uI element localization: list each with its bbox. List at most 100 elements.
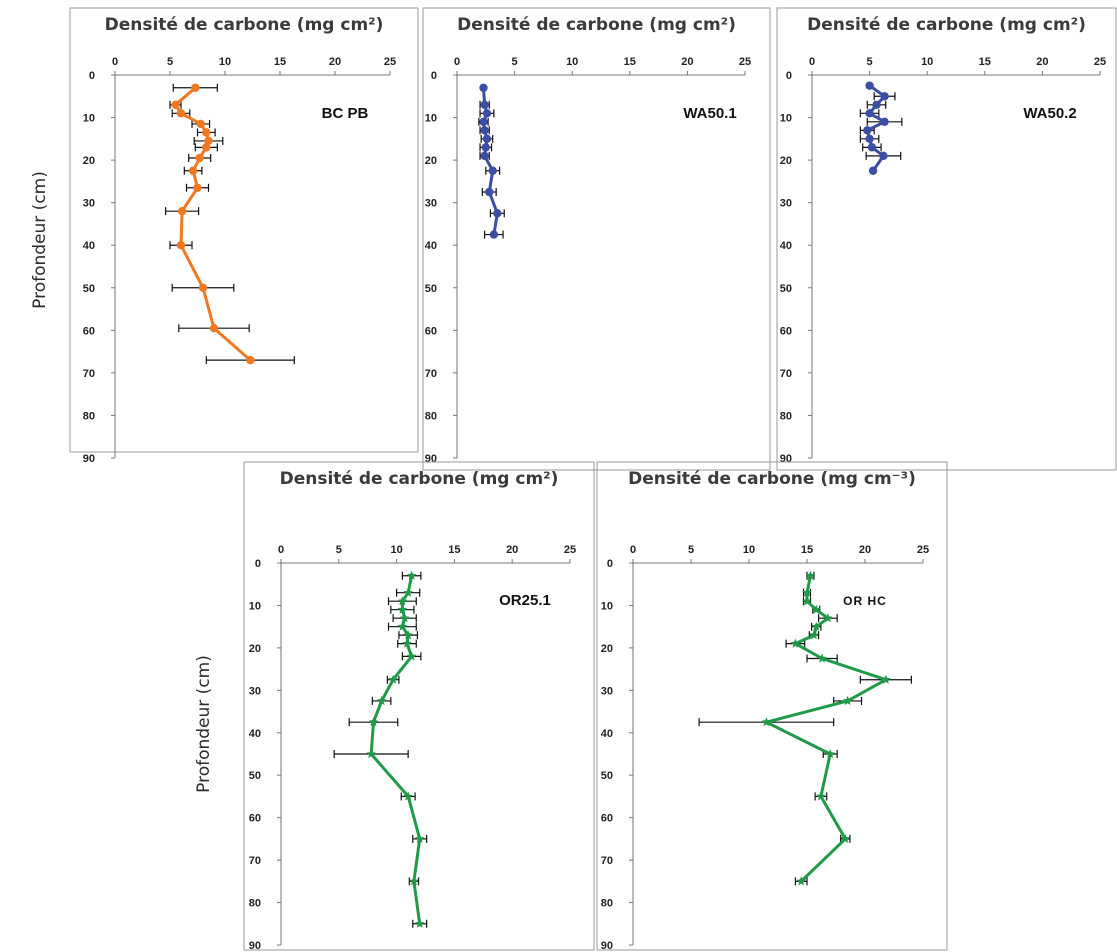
data-point-star (403, 587, 413, 597)
data-point (204, 136, 213, 146)
y-tick-label: 0 (431, 70, 437, 82)
data-point (480, 126, 489, 135)
y-tick-label: 80 (425, 410, 437, 422)
data-point (872, 100, 881, 109)
data-point (480, 100, 489, 109)
x-tick-label: 10 (566, 56, 578, 68)
series-line (369, 575, 422, 925)
data-point-star (790, 638, 801, 648)
y-tick-label: 30 (425, 198, 437, 210)
y-tick-label: 40 (601, 728, 613, 740)
y-axis-label-top: Profondeur (cm) (30, 171, 50, 309)
data-point-star (825, 749, 835, 758)
data-point (488, 166, 497, 175)
data-point-star (881, 674, 891, 684)
x-tick-label: 10 (390, 544, 402, 556)
chart-panel-4: Densité de carbone (mg cm²) 0 5 10 15 20 25 0 10… (243, 461, 595, 952)
data-point (479, 117, 488, 127)
y-tick-label: 40 (249, 728, 261, 740)
y-tick-label: 60 (425, 325, 437, 337)
data-point-star (409, 876, 419, 886)
y-tick-label: 40 (425, 240, 437, 252)
data-point (485, 187, 494, 197)
data-point-star (817, 653, 827, 663)
data-point-star (368, 717, 379, 727)
data-point-star (802, 587, 812, 597)
y-tick-label: 70 (249, 855, 261, 867)
y-tick-label: 0 (89, 70, 95, 82)
data-point-star (842, 695, 853, 705)
data-point (481, 143, 490, 152)
data-point-star (796, 876, 806, 886)
x-tick-label: 25 (384, 56, 396, 68)
data-point-star (397, 604, 408, 614)
y-tick-label: 80 (601, 898, 613, 910)
data-point (202, 143, 211, 152)
data-point (195, 153, 204, 163)
data-point-star (366, 749, 376, 758)
panel-title: Densité de carbone (mg cm²) (807, 15, 1086, 35)
panel-title: Densité de carbone (mg cm⁻³) (628, 469, 916, 489)
data-point (198, 283, 208, 292)
data-point-star (840, 833, 850, 843)
x-tick-label: 20 (506, 544, 518, 556)
x-tick-label: 10 (743, 544, 755, 556)
data-point (865, 109, 874, 118)
y-tick-label: 90 (780, 453, 792, 465)
data-point (868, 166, 878, 175)
x-tick-label: 5 (867, 56, 873, 68)
data-point (171, 100, 180, 109)
x-tick-label: 0 (454, 56, 460, 68)
data-point-star (415, 833, 425, 843)
y-tick-label: 20 (249, 643, 261, 655)
data-point (879, 151, 888, 161)
data-point (193, 183, 202, 192)
x-tick-label: 5 (167, 56, 173, 68)
data-point (177, 206, 187, 216)
y-tick-label: 10 (601, 600, 613, 612)
y-tick-label: 20 (425, 155, 437, 167)
data-point (493, 209, 502, 218)
y-tick-label: 40 (780, 240, 792, 252)
data-point-star (811, 621, 821, 631)
series-line (865, 84, 887, 172)
y-tick-label: 90 (83, 453, 95, 465)
panel-frame (776, 7, 1117, 471)
data-point-star (823, 613, 833, 623)
data-point-star (376, 695, 387, 705)
y-tick-label: 80 (83, 410, 95, 422)
data-point-star (403, 791, 413, 801)
sample-label: WA50.2 (1023, 105, 1076, 122)
y-tick-label: 50 (83, 283, 95, 295)
y-tick-label: 80 (249, 898, 261, 910)
series-line (764, 575, 888, 883)
data-point (479, 83, 488, 92)
data-point-star (397, 596, 408, 606)
data-point (867, 143, 877, 152)
data-point-star (406, 570, 417, 580)
y-tick-label: 70 (425, 368, 437, 380)
y-tick-label: 40 (83, 240, 95, 252)
chart-panel-2: Densité de carbone (mg cm²) 0 5 10 15 20 25 0 10… (422, 7, 771, 471)
y-tick-label: 10 (780, 113, 792, 125)
x-tick-label: 0 (630, 544, 636, 556)
x-tick-label: 10 (921, 56, 933, 68)
y-tick-label: 50 (601, 770, 613, 782)
x-tick-label: 25 (564, 544, 576, 556)
y-tick-label: 70 (780, 368, 792, 380)
y-tick-label: 30 (780, 198, 792, 210)
y-tick-label: 90 (601, 940, 613, 952)
series-line (174, 86, 252, 362)
y-tick-label: 10 (425, 113, 437, 125)
x-tick-label: 0 (809, 56, 815, 68)
data-point (176, 109, 186, 118)
x-tick-label: 25 (739, 56, 751, 68)
x-tick-label: 5 (688, 544, 694, 556)
data-point-star (397, 621, 408, 631)
data-point (191, 83, 200, 92)
data-point (482, 109, 492, 118)
x-tick-label: 25 (1094, 56, 1106, 68)
y-tick-label: 60 (83, 325, 95, 337)
x-tick-label: 0 (112, 56, 118, 68)
